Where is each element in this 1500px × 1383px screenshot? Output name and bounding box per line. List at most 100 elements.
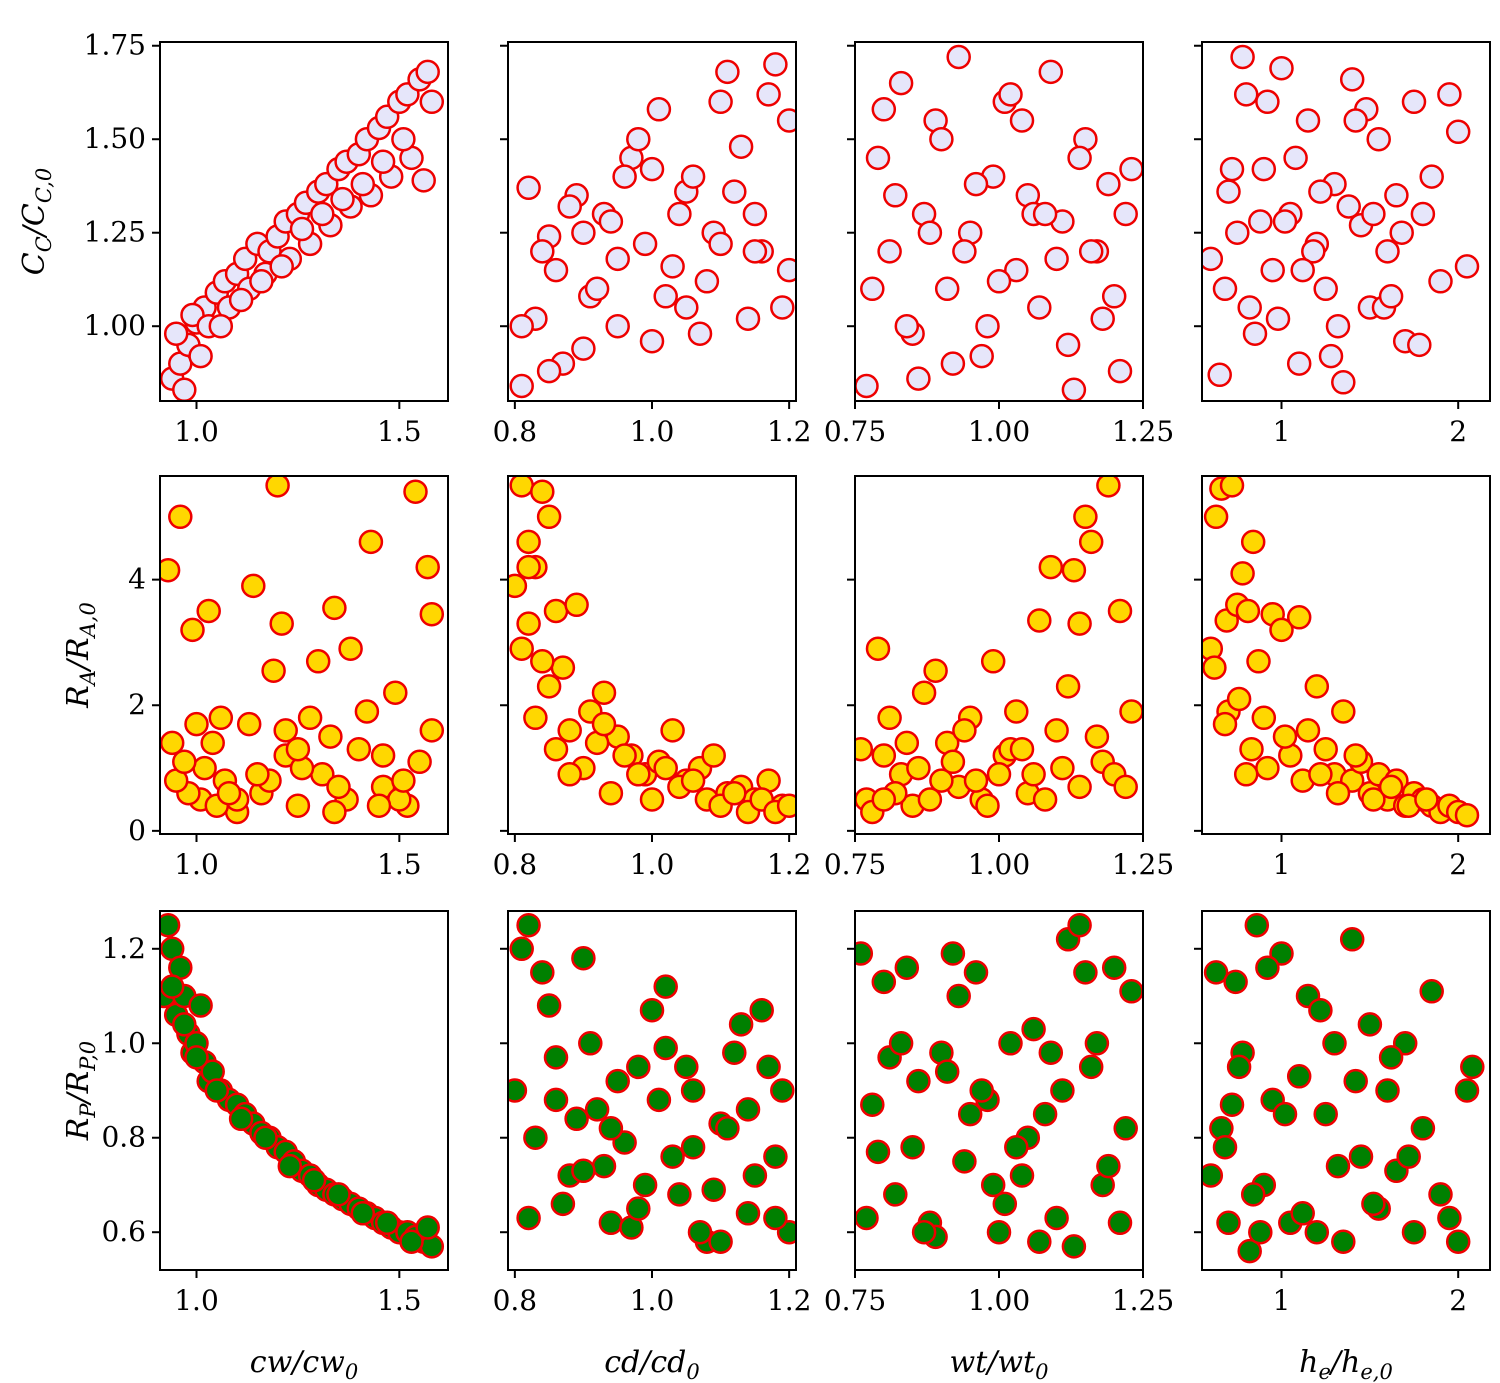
x-tick-label: 2 [1449,848,1467,881]
data-point [1078,1054,1104,1080]
data-point [1044,718,1069,743]
data-point [888,1031,914,1056]
data-point [1286,605,1312,630]
data-point [415,1215,440,1240]
data-point [516,554,541,580]
data-point [530,649,555,674]
data-point [646,1087,672,1113]
data-point [1325,1153,1351,1179]
data-point [1260,257,1285,283]
data-point [952,718,977,743]
data-point [571,945,596,971]
data-point [865,145,891,171]
data-point [543,736,569,762]
data-point [1255,955,1280,980]
data-point [1331,1229,1356,1254]
data-point [180,617,205,643]
x-axis-label: cw/cw0 [250,1345,358,1383]
data-point [403,479,428,504]
data-point [986,762,1012,787]
data-point [860,276,885,302]
data-point [1272,209,1298,234]
data-point [952,1149,977,1174]
data-point [1401,1219,1427,1245]
data-point [756,1054,781,1080]
data-point [1027,608,1052,633]
data-point [632,1172,658,1198]
data-point [871,97,897,122]
data-point [1202,246,1224,272]
points-r1c2 [855,476,1143,825]
points-r0c0 [160,59,445,401]
data-point [543,1045,569,1070]
data-point [1454,1078,1480,1103]
data-point [245,762,270,787]
data-point [1226,686,1252,712]
data-point [660,1144,685,1169]
x-tick-label: 1.25 [1112,415,1174,448]
data-point [301,1168,327,1193]
data-point [1304,1219,1330,1245]
data-point [419,718,445,743]
data-point [1009,108,1035,133]
x-axis-label: wt/wt0 [950,1345,1049,1383]
data-point [196,598,221,624]
data-point [322,799,347,825]
data-point [228,1106,254,1132]
data-point [763,1205,788,1231]
x-tick-label: 1.25 [1112,1284,1174,1317]
data-point [370,149,396,174]
y-tick-label: 0 [128,814,146,847]
data-point [415,59,440,85]
data-point [1101,955,1127,980]
data-point [1460,1054,1485,1080]
data-point [1032,787,1058,812]
data-point [735,1201,761,1226]
data-point [742,239,768,264]
panel-r0c2: 0.75 1.00 1.25 [824,41,1174,448]
data-point [1202,655,1227,680]
data-point [605,1068,630,1094]
data-point [530,239,555,264]
x-tick-label: 1.25 [1112,848,1174,881]
data-point [1107,598,1133,624]
data-point [1237,295,1262,320]
y-tick-label: 1.2 [101,932,146,965]
data-point [407,749,432,775]
data-point [639,997,665,1023]
data-point [986,269,1012,294]
data-point [269,611,294,636]
data-point [508,1078,528,1103]
data-point [350,1201,376,1226]
x-tick-label: 1.0 [174,848,219,881]
data-point [383,680,408,705]
x-tick-label: 1.2 [767,848,812,881]
data-point [980,1172,1006,1198]
data-point [318,724,343,749]
x-tick-label: 1.0 [630,415,675,448]
data-point [1230,44,1255,70]
data-point [374,1210,400,1236]
data-point [776,257,796,283]
data-point [708,89,733,115]
data-point [1055,332,1081,358]
x-axis-label: he/he,0 [1299,1345,1393,1383]
data-point [564,592,589,618]
data-point [550,1191,576,1217]
data-point [923,658,948,683]
data-point [591,711,617,737]
data-point [917,220,943,245]
data-point [1027,1229,1052,1254]
points-r2c0 [160,912,445,1259]
data-point [1331,699,1356,724]
data-point [911,1219,937,1245]
data-point [934,276,960,302]
data-point [1348,1144,1374,1169]
data-point [354,699,380,724]
data-point [1207,362,1232,388]
panel-r1c0: 1.0 1.5 0 2 4 RA/RA,0 [61,475,449,881]
data-point [536,504,562,530]
data-point [1237,1238,1262,1264]
data-point [285,736,311,762]
data-point [536,993,562,1018]
